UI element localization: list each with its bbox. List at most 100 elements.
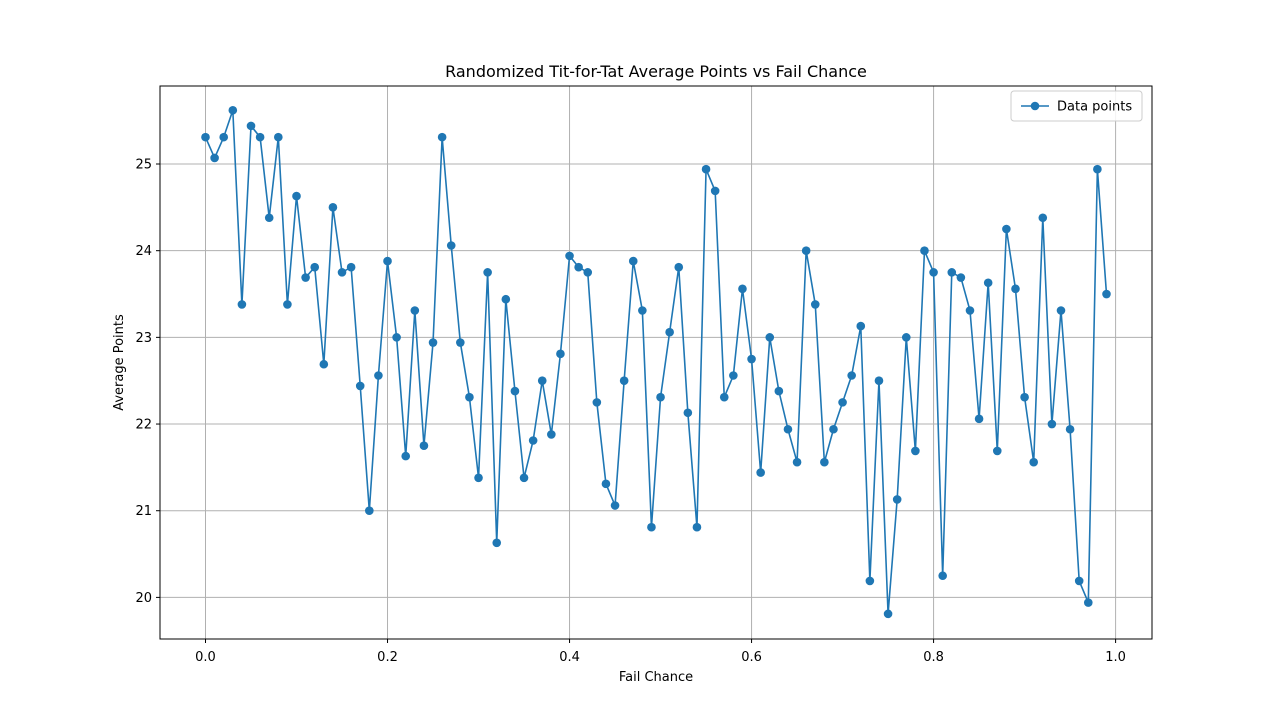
data-point (492, 538, 502, 548)
data-point (1083, 598, 1093, 607)
data-point (665, 327, 674, 337)
data-point (792, 457, 802, 467)
data-point (1047, 419, 1057, 429)
data-point (992, 446, 1002, 456)
data-point (319, 359, 329, 369)
data-point (1038, 213, 1048, 223)
y-tick-label: 25 (135, 158, 152, 173)
x-axis-label: Fail Chance (619, 670, 693, 685)
y-tick-label: 22 (135, 418, 152, 433)
data-point (228, 105, 238, 115)
x-tick-label: 0.0 (195, 650, 216, 665)
data-point (1093, 164, 1102, 174)
data-point (729, 371, 738, 380)
data-point (920, 246, 929, 255)
data-point (938, 571, 947, 581)
series-line (204, 109, 1108, 615)
data-point (528, 436, 538, 445)
data-point (283, 300, 292, 309)
data-point (710, 186, 720, 196)
data-point (410, 306, 420, 315)
data-point (519, 473, 529, 483)
x-tick-label: 0.6 (741, 650, 762, 665)
data-point (838, 398, 847, 407)
data-point (956, 273, 966, 282)
data-point (1102, 289, 1111, 299)
data-point (874, 376, 884, 386)
data-point (483, 268, 492, 277)
data-point (647, 522, 656, 532)
data-point (583, 268, 593, 277)
data-point (656, 392, 665, 402)
data-point (592, 398, 602, 407)
data-point (465, 392, 474, 402)
data-point (719, 392, 729, 402)
data-point (510, 386, 520, 396)
data-point (547, 430, 556, 439)
data-point (419, 441, 429, 451)
data-point (829, 424, 838, 434)
data-point (638, 306, 647, 315)
data-point (628, 256, 638, 266)
data-point (847, 371, 856, 380)
data-point (692, 522, 702, 532)
data-point (274, 132, 283, 142)
grid-layer (160, 86, 1152, 639)
data-point (301, 273, 310, 282)
data-point (1029, 457, 1038, 467)
data-point (365, 506, 374, 516)
data-point (610, 501, 620, 510)
data-point (1011, 284, 1020, 294)
data-point (346, 262, 356, 272)
y-axis-label: Average Points (112, 314, 127, 411)
y-tick-label: 24 (135, 244, 152, 259)
data-point (255, 132, 265, 142)
legend-label: Data points (1057, 100, 1132, 115)
data-point (556, 349, 565, 359)
tick-layer: 0.0 0.2 0.4 0.6 0.8 1.0 20 21 22 23 24 25 (135, 158, 1125, 665)
data-point (892, 495, 902, 504)
x-tick-label: 0.2 (377, 650, 398, 665)
y-tick-label: 20 (135, 591, 152, 606)
data-point (911, 446, 920, 456)
legend-box (1010, 90, 1143, 122)
data-point (337, 268, 347, 277)
data-point (983, 278, 993, 288)
data-point (1056, 306, 1066, 315)
legend-marker-swatch (1030, 101, 1040, 111)
data-point (428, 338, 438, 347)
data-point (501, 294, 511, 304)
data-point (574, 262, 583, 272)
data-point (865, 576, 875, 586)
data-point (783, 424, 793, 434)
data-point (565, 251, 574, 261)
data-point (219, 132, 229, 142)
y-tick-label: 23 (135, 331, 152, 346)
data-point (901, 333, 911, 342)
data-point (619, 376, 629, 386)
data-point (810, 300, 820, 309)
data-point (1074, 576, 1084, 586)
data-point (437, 132, 447, 142)
data-point (601, 479, 611, 489)
data-point (374, 371, 383, 380)
data-point (947, 268, 957, 277)
data-point (929, 268, 938, 277)
data-point (392, 333, 401, 342)
data-point (446, 241, 456, 250)
data-point (756, 468, 765, 477)
data-point (801, 246, 811, 255)
data-point (237, 300, 247, 309)
data-point (738, 284, 747, 294)
data-point (683, 408, 693, 418)
data-point (310, 262, 320, 272)
data-point (474, 473, 483, 483)
x-tick-label: 0.4 (559, 650, 580, 665)
data-point (820, 457, 829, 467)
data-point (765, 333, 775, 342)
data-point (201, 132, 210, 142)
data-point (292, 191, 301, 201)
data-point (210, 153, 219, 163)
data-point (264, 213, 274, 223)
